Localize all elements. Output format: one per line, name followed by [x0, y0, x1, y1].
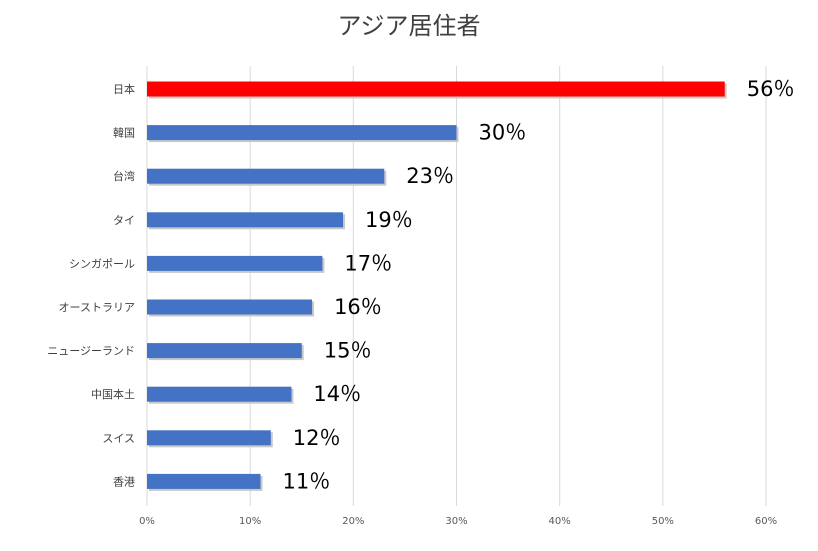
- bars: [147, 81, 727, 491]
- x-tick-label: 10%: [239, 516, 261, 527]
- x-tick-label: 20%: [342, 516, 364, 527]
- data-label: 56％: [747, 77, 795, 101]
- x-tick-label: 40%: [549, 516, 571, 527]
- data-label: 12％: [293, 426, 341, 450]
- bar: [147, 473, 261, 489]
- bar: [147, 343, 302, 359]
- bar: [147, 430, 271, 446]
- data-label: 11％: [282, 469, 330, 493]
- category-label: ニュージーランド: [47, 345, 135, 358]
- data-label: 30％: [479, 121, 527, 145]
- category-label: シンガポール: [69, 257, 135, 270]
- data-label: 23％: [406, 164, 454, 188]
- bar: [147, 125, 457, 141]
- data-label: 14％: [313, 382, 361, 406]
- bar: [147, 212, 344, 228]
- category-label: 韓国: [113, 127, 135, 140]
- x-tick-label: 60%: [755, 516, 777, 527]
- labels: 0% 10% 20% 30% 40% 50% 60% 日本 56％ 韓国 30％ 台湾 23％ タイ 19％…: [47, 77, 794, 527]
- category-label: 香港: [113, 475, 135, 488]
- chart-title: アジア居住者: [337, 12, 480, 40]
- category-label: 台湾: [113, 169, 135, 183]
- category-label: 中国本土: [91, 387, 135, 401]
- x-tick-label: 30%: [445, 516, 467, 527]
- x-tick-label: 0%: [139, 516, 155, 527]
- data-label: 16％: [334, 295, 382, 319]
- bar: [147, 386, 292, 402]
- bar: [147, 255, 323, 271]
- bar: [147, 81, 725, 97]
- category-label: スイス: [102, 432, 135, 445]
- category-label: オーストラリア: [59, 301, 135, 314]
- category-label: タイ: [113, 214, 135, 227]
- category-label: 日本: [113, 82, 135, 96]
- data-label: 15％: [324, 339, 372, 363]
- data-label: 17％: [344, 251, 392, 275]
- bar: [147, 299, 313, 315]
- bar: [147, 168, 385, 184]
- data-label: 19％: [365, 208, 413, 232]
- x-tick-label: 50%: [652, 516, 674, 527]
